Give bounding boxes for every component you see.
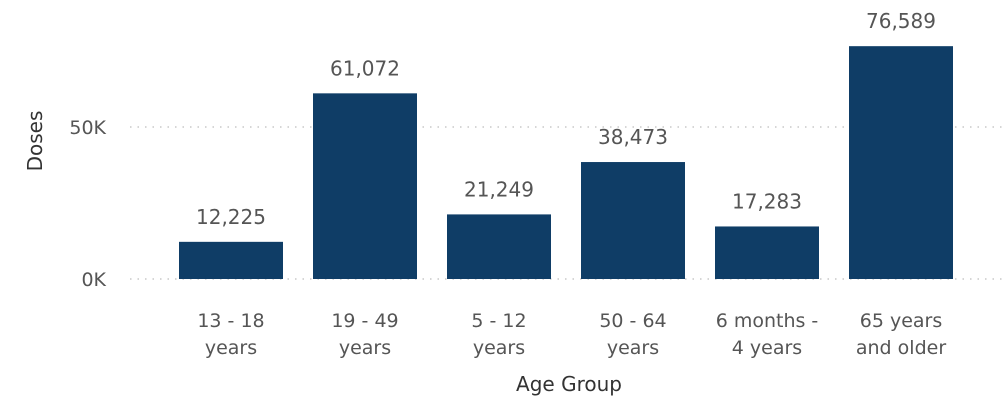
data-label: 17,283	[732, 189, 802, 213]
bar	[179, 241, 283, 279]
x-tick-label: 50 - 64 years	[599, 310, 666, 359]
bar	[313, 93, 417, 279]
x-tick-label: 65 years and older	[856, 310, 946, 359]
data-label: 61,072	[330, 56, 400, 80]
x-tick-label: 13 - 18 years	[197, 310, 264, 359]
bars	[179, 46, 953, 280]
y-tick-label: 0K	[81, 269, 106, 291]
x-axis-ticks: 13 - 18 years 19 - 49 years 5 - 12 years 50 - …	[197, 310, 946, 359]
x-tick-label: 19 - 49 years	[331, 310, 398, 359]
bar	[581, 162, 685, 279]
data-label: 38,473	[598, 125, 668, 149]
data-labels: 12,225 61,072 21,249 38,473 17,283 76,589	[196, 9, 936, 229]
bar	[447, 214, 551, 279]
y-axis-title: Doses	[23, 111, 47, 172]
y-tick-label: 50K	[69, 117, 106, 139]
bar	[715, 226, 819, 279]
x-tick-label: 6 months -4 years	[716, 310, 819, 359]
x-tick-label: 5 - 12 years	[471, 310, 526, 359]
data-label: 21,249	[464, 177, 534, 201]
data-label: 76,589	[866, 9, 936, 33]
x-axis-title: Age Group	[516, 372, 622, 396]
data-label: 12,225	[196, 205, 266, 229]
y-axis-ticks: 0K 50K	[69, 117, 106, 291]
bar	[849, 46, 953, 280]
